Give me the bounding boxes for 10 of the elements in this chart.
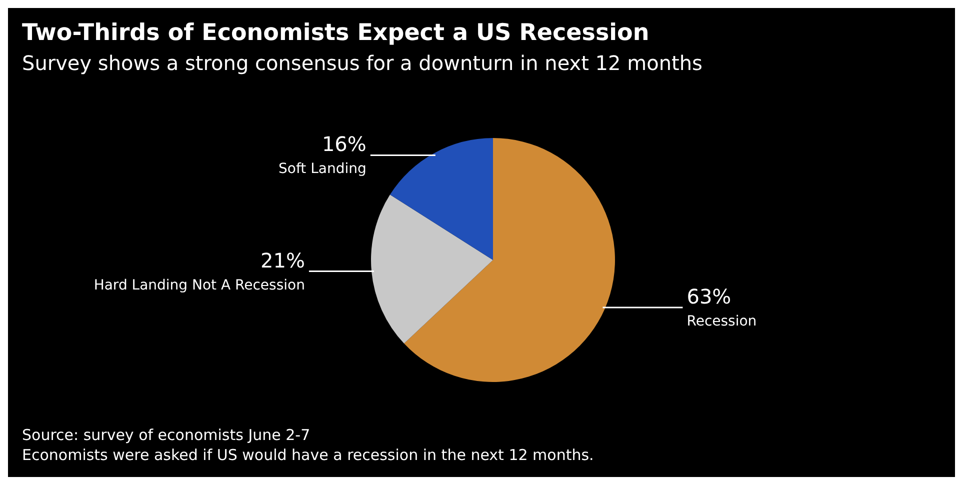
chart-title: Two-Thirds of Economists Expect a US Recession	[22, 20, 650, 46]
data-label: 21%	[260, 248, 305, 272]
chart-subtitle: Survey shows a strong consensus for a downturn in next 12 months	[22, 51, 702, 75]
source-note: Source: survey of economists June 2-7	[22, 426, 310, 444]
data-label: 16%	[322, 132, 366, 156]
text: Economists were asked if US would have a recession in the next 12 months.	[22, 446, 594, 464]
slice-label: Recession	[686, 313, 757, 330]
slice-label: Soft Landing	[278, 161, 366, 178]
slice-label: Hard Landing Not A Recession	[94, 277, 305, 294]
data-label: 63%	[686, 284, 732, 308]
